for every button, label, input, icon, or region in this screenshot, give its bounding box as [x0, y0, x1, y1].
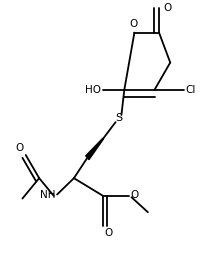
Text: HO: HO [85, 85, 101, 95]
Text: O: O [105, 228, 113, 238]
Text: O: O [131, 190, 139, 200]
Polygon shape [86, 138, 103, 160]
Text: O: O [15, 143, 24, 153]
Text: NH: NH [40, 190, 55, 200]
Text: Cl: Cl [185, 85, 196, 95]
Text: S: S [115, 113, 122, 123]
Text: O: O [163, 3, 171, 13]
Text: O: O [129, 19, 137, 29]
